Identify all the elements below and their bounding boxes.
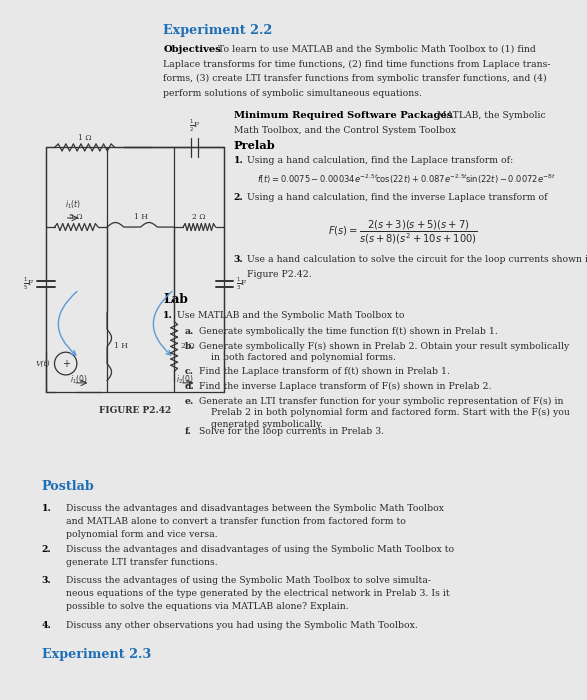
Text: 1.: 1.: [163, 311, 173, 320]
Text: Figure P2.42.: Figure P2.42.: [247, 270, 312, 279]
Text: 3.: 3.: [234, 256, 244, 265]
Text: generate LTI transfer functions.: generate LTI transfer functions.: [66, 558, 218, 567]
Text: MATLAB, the Symbolic: MATLAB, the Symbolic: [431, 111, 546, 120]
Text: and MATLAB alone to convert a transfer function from factored form to: and MATLAB alone to convert a transfer f…: [66, 517, 406, 526]
Text: 1 H: 1 H: [114, 342, 127, 351]
Text: Experiment 2.3: Experiment 2.3: [42, 648, 151, 661]
Text: neous equations of the type generated by the electrical network in Prelab 3. Is : neous equations of the type generated by…: [66, 589, 450, 598]
Text: Minimum Required Software Packages: Minimum Required Software Packages: [234, 111, 453, 120]
Text: Find the Laplace transform of f(t) shown in Prelab 1.: Find the Laplace transform of f(t) shown…: [199, 367, 450, 376]
Text: a.: a.: [185, 327, 194, 336]
Text: $\frac{1}{5}$F: $\frac{1}{5}$F: [23, 276, 35, 292]
Text: Solve for the loop currents in Prelab 3.: Solve for the loop currents in Prelab 3.: [199, 427, 384, 436]
Text: Objectives: Objectives: [163, 45, 221, 54]
Text: Prelab: Prelab: [234, 140, 275, 151]
Text: Use a hand calculation to solve the circuit for the loop currents shown in: Use a hand calculation to solve the circ…: [247, 256, 587, 265]
Text: Math Toolbox, and the Control System Toolbox: Math Toolbox, and the Control System Too…: [234, 125, 456, 134]
Text: polynomial form and vice versa.: polynomial form and vice versa.: [66, 530, 218, 539]
Text: 1.: 1.: [42, 504, 52, 513]
Text: d.: d.: [185, 382, 195, 391]
Text: $i_2(0)$: $i_2(0)$: [176, 374, 194, 386]
Text: 3.: 3.: [42, 576, 52, 585]
Text: e.: e.: [185, 396, 194, 405]
Text: 4.: 4.: [42, 620, 52, 629]
Text: Use MATLAB and the Symbolic Math Toolbox to: Use MATLAB and the Symbolic Math Toolbox…: [177, 311, 405, 320]
Text: 1 H: 1 H: [134, 214, 147, 221]
Text: Discuss the advantages and disadvantages of using the Symbolic Math Toolbox to: Discuss the advantages and disadvantages…: [66, 545, 454, 554]
Text: Generate symbolically F(s) shown in Prelab 2. Obtain your result symbolically
  : Generate symbolically F(s) shown in Prel…: [199, 342, 569, 363]
Text: Lab: Lab: [163, 293, 188, 306]
Text: Postlab: Postlab: [42, 480, 95, 493]
Text: $i_1(t)$: $i_1(t)$: [66, 199, 82, 211]
Text: 2.: 2.: [234, 193, 244, 202]
Text: Generate symbolically the time function f(t) shown in Prelab 1.: Generate symbolically the time function …: [199, 327, 498, 336]
Text: 5 Ω: 5 Ω: [69, 214, 83, 221]
Text: Laplace transforms for time functions, (2) find time functions from Laplace tran: Laplace transforms for time functions, (…: [163, 60, 551, 69]
Text: 2.: 2.: [42, 545, 52, 554]
Text: To learn to use MATLAB and the Symbolic Math Toolbox to (1) find: To learn to use MATLAB and the Symbolic …: [212, 45, 536, 54]
Text: Find the inverse Laplace transform of F(s) shown in Prelab 2.: Find the inverse Laplace transform of F(…: [199, 382, 491, 391]
FancyArrowPatch shape: [58, 291, 77, 355]
Text: 1 Ω: 1 Ω: [78, 134, 92, 141]
Text: $\frac{1}{3}$F: $\frac{1}{3}$F: [235, 276, 247, 292]
Text: Experiment 2.2: Experiment 2.2: [163, 25, 272, 37]
Text: f.: f.: [185, 427, 192, 436]
Text: FIGURE P2.42: FIGURE P2.42: [99, 405, 171, 414]
Text: $\frac{1}{2}$F: $\frac{1}{2}$F: [188, 118, 200, 134]
Text: Discuss any other observations you had using the Symbolic Math Toolbox.: Discuss any other observations you had u…: [66, 620, 418, 629]
Text: b.: b.: [185, 342, 194, 351]
Text: Using a hand calculation, find the inverse Laplace transform of: Using a hand calculation, find the inver…: [247, 193, 548, 202]
Text: V(t): V(t): [35, 360, 50, 368]
Text: Discuss the advantages of using the Symbolic Math Toolbox to solve simulta-: Discuss the advantages of using the Symb…: [66, 576, 431, 585]
Text: $f(t) = 0.0075 - 0.00034e^{-2.5t}\!\cos(22t) + 0.087e^{-2.5t}\!\sin(22t) - 0.007: $f(t) = 0.0075 - 0.00034e^{-2.5t}\!\cos(…: [257, 172, 556, 186]
Text: $i_1(0)$: $i_1(0)$: [70, 374, 88, 386]
Text: perform solutions of symbolic simultaneous equations.: perform solutions of symbolic simultaneo…: [163, 89, 422, 98]
Text: c.: c.: [185, 367, 194, 376]
Text: 2 Ω: 2 Ω: [181, 342, 194, 351]
Text: +: +: [62, 358, 70, 369]
Text: $F(s) = \dfrac{2(s+3)(s+5)(s+7)}{s(s+8)(s^2+10s+100)}$: $F(s) = \dfrac{2(s+3)(s+5)(s+7)}{s(s+8)(…: [328, 218, 478, 246]
Text: possible to solve the equations via MATLAB alone? Explain.: possible to solve the equations via MATL…: [66, 603, 349, 611]
Text: Using a hand calculation, find the Laplace transform of:: Using a hand calculation, find the Lapla…: [247, 156, 513, 165]
Text: Discuss the advantages and disadvantages between the Symbolic Math Toolbox: Discuss the advantages and disadvantages…: [66, 504, 444, 513]
Text: Generate an LTI transfer function for your symbolic representation of F(s) in
  : Generate an LTI transfer function for yo…: [199, 396, 570, 428]
Text: 2 Ω: 2 Ω: [193, 214, 206, 221]
FancyArrowPatch shape: [153, 291, 172, 355]
Text: 1.: 1.: [234, 156, 244, 165]
Text: forms, (3) create LTI transfer functions from symbolic transfer functions, and (: forms, (3) create LTI transfer functions…: [163, 74, 547, 83]
